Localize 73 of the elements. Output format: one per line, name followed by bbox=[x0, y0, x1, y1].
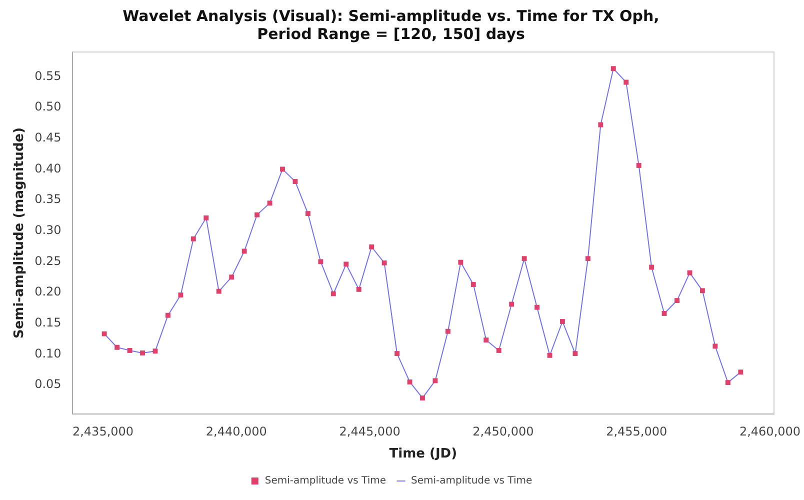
point bbox=[305, 211, 310, 216]
point bbox=[509, 302, 514, 307]
point bbox=[229, 274, 234, 280]
x-tick-label: 2,455,000 bbox=[606, 424, 668, 438]
y-tick-label: 0.30 bbox=[34, 222, 62, 237]
point bbox=[624, 80, 629, 85]
point bbox=[280, 166, 285, 172]
y-tick-label: 0.45 bbox=[34, 130, 62, 144]
point bbox=[344, 262, 349, 267]
x-tick-label: 2,445,000 bbox=[339, 424, 400, 438]
point bbox=[152, 348, 158, 354]
point bbox=[547, 352, 552, 358]
point bbox=[484, 338, 489, 342]
point bbox=[204, 215, 209, 220]
point bbox=[382, 260, 387, 266]
legend-label: Semi-amplitude vs Time bbox=[264, 476, 386, 487]
point bbox=[114, 344, 120, 350]
point bbox=[470, 282, 476, 287]
point bbox=[649, 264, 654, 270]
point bbox=[598, 122, 604, 128]
point bbox=[407, 379, 412, 384]
point bbox=[560, 319, 565, 324]
point bbox=[369, 244, 374, 250]
point bbox=[394, 351, 400, 356]
point bbox=[432, 378, 438, 384]
point bbox=[292, 179, 298, 184]
y-tick-label: 0.40 bbox=[34, 161, 62, 176]
point bbox=[356, 286, 362, 292]
point bbox=[267, 200, 272, 206]
x-tick-label: 2,450,000 bbox=[472, 424, 534, 438]
point bbox=[216, 288, 222, 294]
point bbox=[687, 270, 692, 276]
y-tick-label: 0.35 bbox=[34, 192, 62, 206]
x-axis-title: Time (JD) bbox=[389, 446, 458, 462]
point bbox=[318, 259, 324, 264]
point bbox=[330, 291, 336, 296]
point bbox=[140, 350, 145, 356]
point bbox=[242, 248, 247, 254]
point bbox=[725, 380, 730, 386]
x-tick-label: 2,440,000 bbox=[206, 424, 267, 438]
point bbox=[534, 304, 540, 310]
point bbox=[254, 212, 260, 218]
y-tick-label: 0.50 bbox=[34, 100, 62, 114]
point bbox=[458, 260, 464, 265]
point bbox=[585, 256, 590, 262]
point bbox=[674, 298, 680, 304]
point bbox=[738, 370, 744, 375]
point bbox=[127, 348, 132, 353]
point bbox=[522, 256, 527, 262]
point bbox=[712, 344, 718, 349]
y-tick-label: 0.55 bbox=[34, 68, 62, 83]
point bbox=[190, 236, 196, 242]
point bbox=[445, 328, 450, 334]
point bbox=[178, 292, 184, 298]
point bbox=[165, 312, 170, 318]
legend-label: Semi-amplitude vs Time bbox=[411, 476, 532, 487]
x-tick-label: 2,435,000 bbox=[72, 424, 134, 438]
y-tick-label: 0.25 bbox=[34, 254, 62, 268]
y-tick-label: 0.10 bbox=[34, 346, 62, 360]
x-tick-label: 2,460,000 bbox=[739, 424, 801, 438]
point bbox=[700, 288, 705, 294]
y-axis-title: Semi-amplitude (magnitude) bbox=[12, 127, 28, 339]
chart-title: Wavelet Analysis (Visual): Semi-amplitude vs. Time for TX Oph, Period Range = [120, 150] days bbox=[122, 6, 660, 43]
y-tick-label: 0.05 bbox=[34, 377, 62, 392]
point bbox=[496, 348, 502, 353]
y-tick-label: 0.20 bbox=[34, 284, 62, 299]
y-tick-label: 0.15 bbox=[34, 315, 62, 330]
point bbox=[572, 351, 578, 356]
point bbox=[610, 66, 616, 72]
point bbox=[662, 311, 667, 316]
point bbox=[420, 395, 425, 400]
point bbox=[636, 162, 642, 168]
point bbox=[102, 331, 107, 336]
